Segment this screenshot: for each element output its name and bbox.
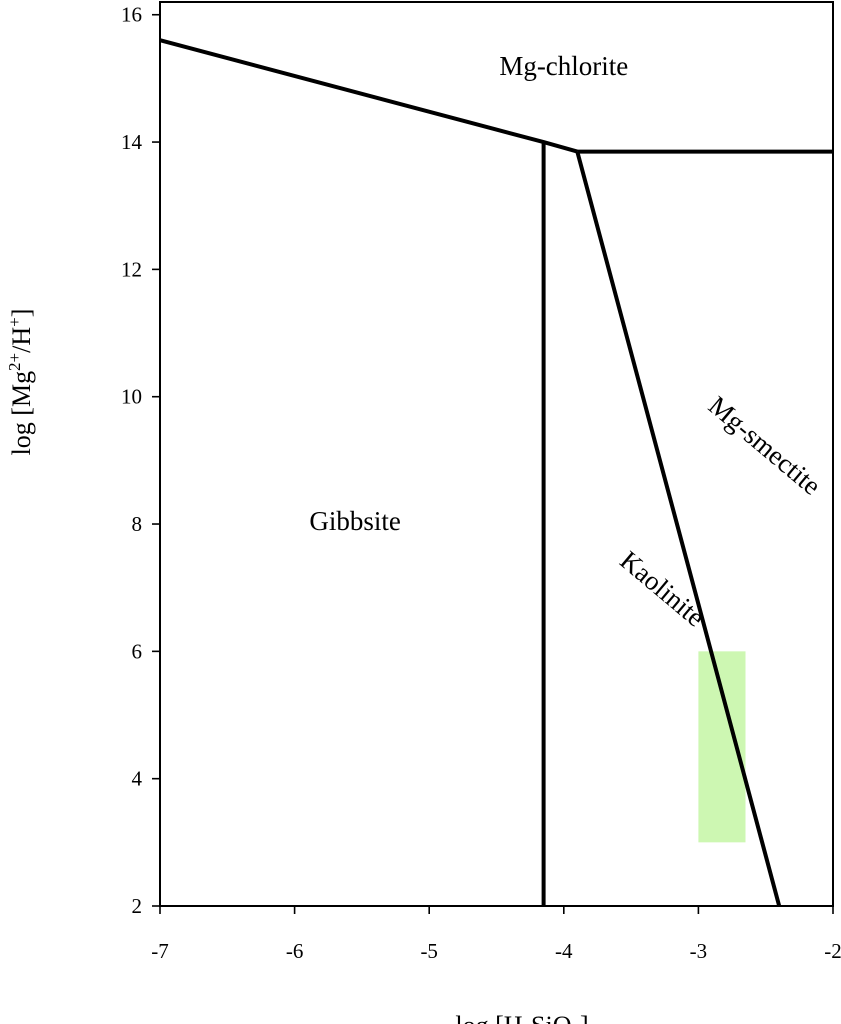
x-tick-label: -2: [824, 939, 841, 963]
x-tick-label: -5: [420, 939, 438, 963]
y-axis-title: log [Mg2+/H+]: [5, 309, 36, 456]
y-tick-label: 10: [121, 385, 142, 409]
y-tick-label: 16: [121, 3, 142, 27]
plot-frame: [159, 1, 834, 907]
y-tick-label: 4: [132, 767, 143, 791]
x-tick-label: -4: [555, 939, 573, 963]
y-tick-label: 2: [132, 894, 143, 918]
x-tick-label: -7: [151, 939, 169, 963]
field-label-mg-smectite: Mg-smectite: [703, 390, 827, 501]
boundary-kaolinite-smectite: [575, 151, 782, 907]
y-tick-label: 8: [132, 512, 143, 536]
y-tick-label: 12: [121, 257, 142, 281]
x-tick-label: -3: [690, 939, 708, 963]
plot-area: -7 -6 -5 -4 -3 -2 2 4 6 8 10 12 14 16 Mg-chlorite Gibbs…: [121, 1, 841, 963]
y-tick-label: 6: [132, 639, 143, 663]
field-label-mg-chlorite: Mg-chlorite: [499, 51, 628, 81]
x-axis-title: log [H4SiO4]: [455, 1011, 588, 1024]
x-tick-label: -6: [286, 939, 304, 963]
y-tick-label: 14: [121, 130, 143, 154]
field-label-gibbsite: Gibbsite: [309, 506, 401, 536]
